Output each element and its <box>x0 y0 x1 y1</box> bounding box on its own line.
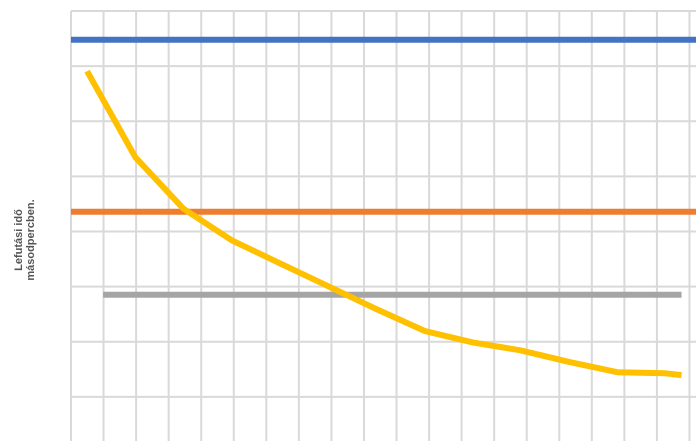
series-lines <box>71 36 696 379</box>
series-line-4 <box>84 69 682 379</box>
gridlines <box>70 10 696 441</box>
